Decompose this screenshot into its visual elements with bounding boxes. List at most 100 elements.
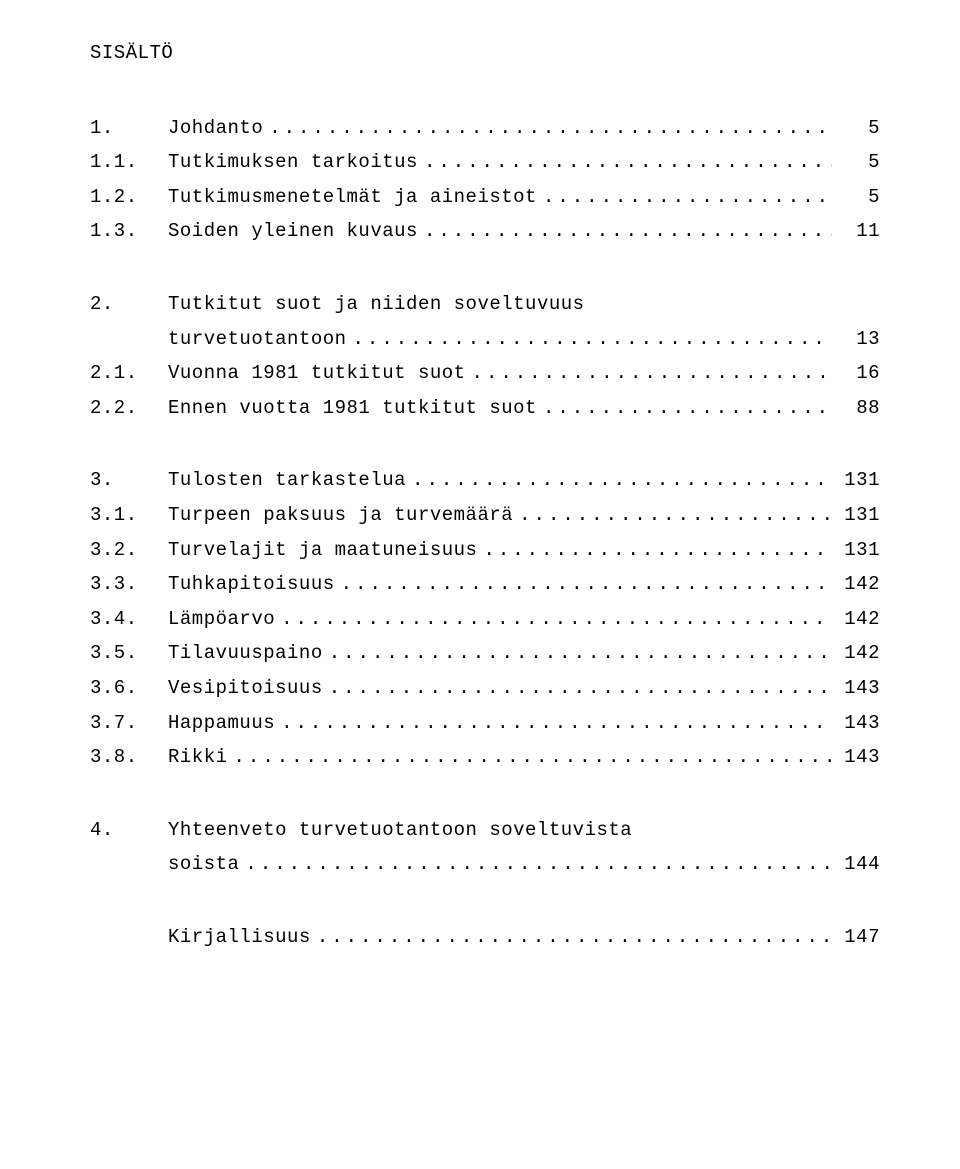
- toc-entry: 3.4.Lämpöarvo ..........................…: [90, 606, 880, 633]
- toc-number: 3.5.: [90, 640, 168, 667]
- toc-leader-dots: ........................................…: [275, 710, 832, 737]
- toc-label: Lämpöarvo: [168, 606, 275, 633]
- toc-entry: 3.2.Turvelajit ja maatuneisuus .........…: [90, 537, 880, 564]
- toc-leader-dots: ........................................…: [347, 326, 832, 353]
- toc-page-number: 144: [832, 851, 880, 878]
- toc-label: Ennen vuotta 1981 tutkitut suot: [168, 395, 537, 422]
- toc-page-number: 5: [832, 115, 880, 142]
- toc-entry: 3.Tulosten tarkastelua .................…: [90, 467, 880, 494]
- toc-leader-dots: ........................................…: [323, 675, 832, 702]
- page-title: SISÄLTÖ: [90, 40, 880, 67]
- toc-number: 3.2.: [90, 537, 168, 564]
- toc-entry: 4.Yhteenveto turvetuotantoon soveltuvist…: [90, 817, 880, 844]
- toc-entry-continuation: soista .................................…: [90, 851, 880, 878]
- toc-entry: 1.2.Tutkimusmenetelmät ja aineistot ....…: [90, 184, 880, 211]
- page: SISÄLTÖ 1.Johdanto .....................…: [0, 0, 960, 1036]
- toc-entry: 2.Tutkitut suot ja niiden soveltuvuus: [90, 291, 880, 318]
- toc-number: 1.1.: [90, 149, 168, 176]
- toc-entry-continuation: turvetuotantoon ........................…: [90, 326, 880, 353]
- toc-number: 3.7.: [90, 710, 168, 737]
- toc-leader-dots: ........................................…: [466, 360, 832, 387]
- toc-number: 3.4.: [90, 606, 168, 633]
- toc-page-number: 142: [832, 571, 880, 598]
- toc-block: 2.Tutkitut suot ja niiden soveltuvuus tur…: [90, 291, 880, 421]
- toc-label: Tulosten tarkastelua: [168, 467, 406, 494]
- toc-number: 2.1.: [90, 360, 168, 387]
- toc-entry: 1.3.Soiden yleinen kuvaus ..............…: [90, 218, 880, 245]
- toc-entry: Kirjallisuus ...........................…: [90, 924, 880, 951]
- toc-number: 2.2.: [90, 395, 168, 422]
- toc-entry: 1.1.Tutkimuksen tarkoitus ..............…: [90, 149, 880, 176]
- toc-number: 1.: [90, 115, 168, 142]
- toc-block: 3.Tulosten tarkastelua .................…: [90, 467, 880, 770]
- toc-number: 3.1.: [90, 502, 168, 529]
- toc-number: 3.: [90, 467, 168, 494]
- toc-leader-dots: ........................................…: [335, 571, 832, 598]
- toc-leader-dots: ........................................…: [311, 924, 832, 951]
- toc-entry: 2.2.Ennen vuotta 1981 tutkitut suot ....…: [90, 395, 880, 422]
- toc-entry: 3.6.Vesipitoisuus ......................…: [90, 675, 880, 702]
- toc-page-number: 143: [832, 710, 880, 737]
- toc-number: 3.3.: [90, 571, 168, 598]
- toc-leader-dots: ........................................…: [477, 537, 832, 564]
- toc-entry: 1.Johdanto .............................…: [90, 115, 880, 142]
- toc-page-number: 11: [832, 218, 880, 245]
- toc-entry: 2.1.Vuonna 1981 tutkitut suot ..........…: [90, 360, 880, 387]
- table-of-contents: 1.Johdanto .............................…: [90, 115, 880, 951]
- toc-entry: 3.3.Tuhkapitoisuus .....................…: [90, 571, 880, 598]
- toc-number: 3.6.: [90, 675, 168, 702]
- toc-page-number: 131: [832, 467, 880, 494]
- toc-leader-dots: ........................................…: [239, 851, 832, 878]
- toc-label: Tutkimusmenetelmät ja aineistot: [168, 184, 537, 211]
- toc-leader-dots: ........................................…: [537, 395, 832, 422]
- toc-label: Johdanto: [168, 115, 263, 142]
- toc-block: 1.Johdanto .............................…: [90, 115, 880, 245]
- toc-page-number: 142: [832, 606, 880, 633]
- toc-number: 2.: [90, 291, 168, 318]
- toc-leader-dots: ........................................…: [537, 184, 832, 211]
- toc-page-number: 131: [832, 537, 880, 564]
- toc-page-number: 13: [832, 326, 880, 353]
- toc-label: Vesipitoisuus: [168, 675, 323, 702]
- toc-page-number: 5: [832, 149, 880, 176]
- toc-label: Vuonna 1981 tutkitut suot: [168, 360, 466, 387]
- toc-page-number: 142: [832, 640, 880, 667]
- toc-label: Rikki: [168, 744, 228, 771]
- toc-leader-dots: ........................................…: [275, 606, 832, 633]
- toc-label: Tilavuuspaino: [168, 640, 323, 667]
- toc-leader-dots: ........................................…: [418, 218, 832, 245]
- toc-page-number: 16: [832, 360, 880, 387]
- toc-label: Tutkitut suot ja niiden soveltuvuus: [168, 291, 585, 318]
- toc-label: Kirjallisuus: [168, 924, 311, 951]
- toc-page-number: 147: [832, 924, 880, 951]
- toc-number: 1.3.: [90, 218, 168, 245]
- toc-label: Turpeen paksuus ja turvemäärä: [168, 502, 513, 529]
- toc-leader-dots: ........................................…: [406, 467, 832, 494]
- toc-label: Yhteenveto turvetuotantoon soveltuvista: [168, 817, 632, 844]
- toc-leader-dots: ........................................…: [418, 149, 832, 176]
- toc-page-number: 143: [832, 675, 880, 702]
- toc-label-continuation: turvetuotantoon: [168, 326, 347, 353]
- toc-page-number: 5: [832, 184, 880, 211]
- toc-entry: 3.5.Tilavuuspaino ......................…: [90, 640, 880, 667]
- toc-label-continuation: soista: [168, 851, 239, 878]
- toc-entry: 3.8.Rikki ..............................…: [90, 744, 880, 771]
- toc-label: Tuhkapitoisuus: [168, 571, 335, 598]
- toc-number: 3.8.: [90, 744, 168, 771]
- toc-label: Turvelajit ja maatuneisuus: [168, 537, 477, 564]
- toc-label: Happamuus: [168, 710, 275, 737]
- toc-leader-dots: ........................................…: [263, 115, 832, 142]
- toc-number: 1.2.: [90, 184, 168, 211]
- toc-leader-dots: ........................................…: [513, 502, 832, 529]
- toc-page-number: 88: [832, 395, 880, 422]
- toc-leader-dots: ........................................…: [323, 640, 832, 667]
- toc-number: 4.: [90, 817, 168, 844]
- toc-entry: 3.7.Happamuus ..........................…: [90, 710, 880, 737]
- toc-label: Soiden yleinen kuvaus: [168, 218, 418, 245]
- toc-block: 4.Yhteenveto turvetuotantoon soveltuvist…: [90, 817, 880, 878]
- toc-leader-dots: ........................................…: [228, 744, 832, 771]
- toc-entry: 3.1.Turpeen paksuus ja turvemäärä ......…: [90, 502, 880, 529]
- toc-block: Kirjallisuus ...........................…: [90, 924, 880, 951]
- toc-page-number: 131: [832, 502, 880, 529]
- toc-label: Tutkimuksen tarkoitus: [168, 149, 418, 176]
